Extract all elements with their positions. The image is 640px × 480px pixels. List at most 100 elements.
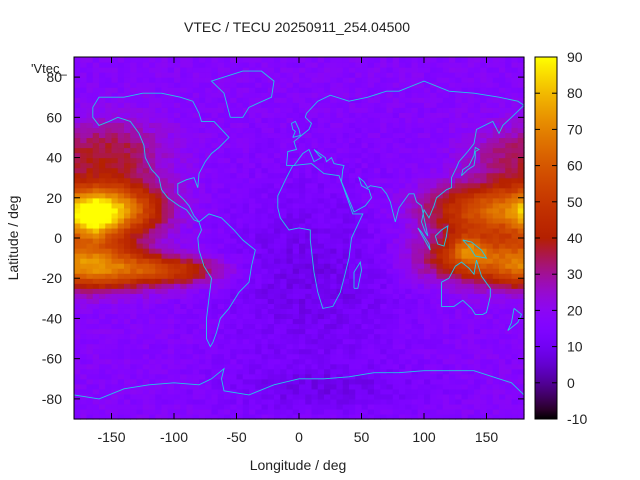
heatmap-cell	[499, 278, 506, 284]
heatmap-cell	[449, 323, 456, 330]
heatmap-cell	[374, 283, 381, 289]
heatmap-cell	[505, 308, 513, 315]
heatmap-cell	[299, 142, 306, 149]
heatmap-cell	[430, 243, 438, 249]
heatmap-cell	[336, 132, 344, 139]
heatmap-cell	[174, 383, 181, 390]
heatmap-cell	[105, 413, 113, 420]
heatmap-cell	[336, 82, 344, 88]
heatmap-cell	[367, 177, 375, 184]
heatmap-cell	[367, 333, 375, 340]
heatmap-cell	[467, 398, 475, 405]
heatmap-cell	[467, 333, 475, 340]
heatmap-cell	[192, 227, 200, 234]
heatmap-cell	[92, 117, 100, 123]
heatmap-cell	[299, 122, 306, 128]
heatmap-cell	[149, 303, 156, 309]
heatmap-cell	[417, 62, 425, 68]
heatmap-cell	[161, 283, 169, 289]
heatmap-cell	[105, 232, 113, 239]
heatmap-cell	[142, 403, 150, 410]
heatmap-cell	[255, 92, 263, 98]
heatmap-cell	[174, 343, 181, 350]
heatmap-cell	[436, 152, 444, 159]
heatmap-cell	[292, 107, 300, 113]
heatmap-cell	[374, 197, 381, 204]
heatmap-cell	[205, 293, 213, 299]
heatmap-cell	[230, 72, 238, 78]
heatmap-cell	[217, 293, 225, 299]
heatmap-cell	[361, 127, 369, 134]
heatmap-cell	[136, 373, 144, 380]
heatmap-cell	[199, 202, 206, 209]
heatmap-cell	[336, 283, 344, 289]
heatmap-cell	[99, 77, 106, 83]
heatmap-cell	[292, 298, 300, 304]
heatmap-cell	[86, 67, 94, 73]
heatmap-cell	[461, 162, 469, 169]
heatmap-cell	[330, 348, 338, 355]
heatmap-cells	[74, 57, 525, 420]
heatmap-cell	[249, 157, 256, 164]
heatmap-cell	[292, 313, 300, 320]
heatmap-cell	[486, 378, 494, 385]
heatmap-cell	[367, 363, 375, 370]
heatmap-cell	[305, 248, 313, 254]
heatmap-cell	[224, 212, 231, 219]
heatmap-cell	[499, 383, 506, 390]
heatmap-cell	[136, 318, 144, 325]
heatmap-cell	[380, 67, 388, 73]
heatmap-cell	[305, 323, 313, 330]
heatmap-cell	[249, 92, 256, 98]
heatmap-cell	[324, 57, 331, 63]
heatmap-cell	[299, 388, 306, 395]
heatmap-cell	[411, 328, 419, 335]
heatmap-cell	[405, 278, 413, 284]
heatmap-cell	[411, 338, 419, 345]
heatmap-cell	[161, 243, 169, 249]
heatmap-cell	[361, 408, 369, 415]
heatmap-cell	[436, 162, 444, 169]
heatmap-cell	[455, 243, 463, 249]
heatmap-cell	[386, 358, 394, 365]
heatmap-cell	[330, 187, 338, 194]
heatmap-cell	[280, 67, 288, 73]
heatmap-cell	[286, 87, 294, 93]
heatmap-cell	[336, 338, 344, 345]
heatmap-cell	[330, 122, 338, 128]
heatmap-cell	[311, 62, 319, 68]
heatmap-cell	[274, 207, 281, 214]
heatmap-cell	[255, 388, 263, 395]
heatmap-cell	[380, 217, 388, 224]
heatmap-cell	[411, 187, 419, 194]
heatmap-cell	[349, 137, 356, 144]
heatmap-cell	[374, 278, 381, 284]
heatmap-cell	[486, 413, 494, 420]
heatmap-cell	[217, 318, 225, 325]
heatmap-cell	[467, 388, 475, 395]
heatmap-cell	[142, 82, 150, 88]
heatmap-cell	[474, 82, 481, 88]
heatmap-cell	[167, 333, 175, 340]
heatmap-cell	[267, 87, 275, 93]
heatmap-cell	[124, 132, 131, 139]
heatmap-cell	[392, 308, 400, 315]
heatmap-cell	[111, 383, 119, 390]
heatmap-cell	[186, 82, 194, 88]
heatmap-cell	[461, 112, 469, 118]
heatmap-cell	[217, 177, 225, 184]
heatmap-cell	[449, 393, 456, 400]
heatmap-cell	[274, 303, 281, 309]
heatmap-cell	[217, 202, 225, 209]
heatmap-cell	[211, 323, 219, 330]
heatmap-cell	[299, 248, 306, 254]
heatmap-cell	[392, 413, 400, 420]
heatmap-cell	[417, 147, 425, 154]
heatmap-cell	[136, 142, 144, 149]
heatmap-cell	[430, 323, 438, 330]
heatmap-cell	[130, 258, 138, 264]
heatmap-cell	[405, 268, 413, 274]
heatmap-cell	[392, 112, 400, 118]
heatmap-cell	[392, 243, 400, 249]
heatmap-cell	[311, 77, 319, 83]
